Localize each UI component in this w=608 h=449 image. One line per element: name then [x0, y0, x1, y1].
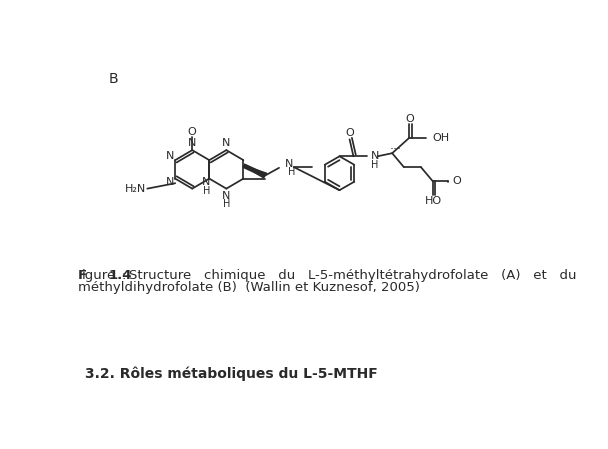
Text: HO: HO [425, 196, 442, 206]
Text: F: F [78, 269, 87, 282]
Text: N: N [222, 138, 230, 148]
Text: N: N [222, 190, 230, 201]
Text: 3.2. Rôles métaboliques du L-5-MTHF: 3.2. Rôles métaboliques du L-5-MTHF [85, 366, 378, 381]
Text: N: N [285, 159, 294, 169]
Text: H: H [288, 167, 295, 177]
Text: H: H [202, 186, 210, 196]
Text: N: N [370, 151, 379, 161]
Text: N: N [167, 151, 174, 161]
Text: O: O [188, 127, 196, 136]
Text: Structure   chimique   du   L-5-méthyltétrahydrofolate   (A)   et   du: Structure chimique du L-5-méthyltétrahyd… [129, 269, 576, 282]
Text: B: B [109, 71, 118, 85]
Text: H: H [371, 160, 379, 170]
Text: :: : [122, 269, 131, 282]
Polygon shape [243, 166, 267, 178]
Text: ···: ··· [390, 143, 402, 156]
Text: N: N [188, 138, 196, 148]
Text: O: O [452, 176, 461, 186]
Text: O: O [345, 128, 354, 138]
Text: N: N [202, 177, 210, 188]
Text: 1.4: 1.4 [109, 269, 132, 282]
Text: N: N [167, 177, 174, 188]
Text: OH: OH [432, 133, 450, 143]
Text: H₂N: H₂N [125, 184, 146, 194]
Text: igure: igure [82, 269, 117, 282]
Text: O: O [406, 114, 415, 123]
Text: H: H [223, 199, 230, 209]
Text: méthyldihydrofolate (B)  (Wallin et Kuznesof, 2005): méthyldihydrofolate (B) (Wallin et Kuzne… [78, 281, 420, 294]
